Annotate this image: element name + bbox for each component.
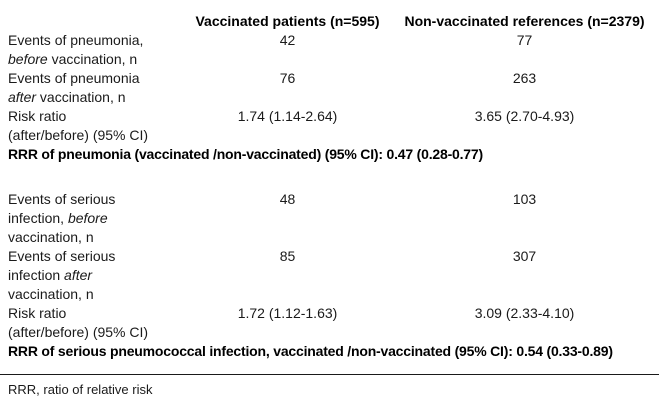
value-vaccinated: 76 bbox=[279, 70, 296, 86]
header-spacer-cell bbox=[0, 12, 185, 31]
table-row-pneumonia-after: Events of pneumonia after vaccination, n… bbox=[0, 69, 659, 107]
value-non-vaccinated: 77 bbox=[516, 32, 533, 48]
row-label: Risk ratio (after/before) (95% CI) bbox=[0, 304, 185, 342]
value-vaccinated: 85 bbox=[279, 248, 296, 264]
row-label-line-2: (after/before) (95% CI) bbox=[8, 324, 149, 340]
row-label-line-1: Events of serious bbox=[8, 248, 116, 264]
row-label-italic-word: before bbox=[8, 51, 48, 67]
row-label-line-2-pre: infection, bbox=[8, 210, 68, 226]
row-label-line-3: vaccination, n bbox=[8, 286, 94, 302]
row-label: Events of pneumonia, before vaccination,… bbox=[0, 31, 185, 69]
row-label-italic-word: after bbox=[64, 267, 93, 283]
value-non-vaccinated: 3.65 (2.70-4.93) bbox=[474, 108, 575, 124]
value-vaccinated: 48 bbox=[279, 191, 296, 207]
row-label-line-2-pre: infection bbox=[8, 267, 65, 283]
row-label: Events of pneumonia after vaccination, n bbox=[0, 69, 185, 107]
value-vaccinated: 1.72 (1.12-1.63) bbox=[237, 305, 338, 321]
value-vaccinated: 1.74 (1.14-2.64) bbox=[237, 108, 338, 124]
value-vaccinated: 42 bbox=[279, 32, 296, 48]
table-row-serious-before: Events of serious infection, before vacc… bbox=[0, 190, 659, 247]
value-non-vaccinated: 103 bbox=[512, 191, 537, 207]
row-label-line-3: vaccination, n bbox=[8, 229, 94, 245]
row-label: Events of serious infection after vaccin… bbox=[0, 247, 185, 304]
column-header-non-vaccinated: Non-vaccinated references (n=2379) bbox=[404, 13, 645, 29]
row-label-italic-word: after bbox=[8, 89, 37, 105]
rrr-pneumonia-row: RRR of pneumonia (vaccinated /non-vaccin… bbox=[8, 146, 483, 162]
row-label-line-1: Events of serious bbox=[8, 191, 116, 207]
table-header-row: Vaccinated patients (n=595) Non-vaccinat… bbox=[0, 12, 659, 31]
row-label-line-1: Events of pneumonia bbox=[8, 70, 140, 86]
row-label-line-1: Risk ratio bbox=[8, 108, 67, 124]
table-row-serious-after: Events of serious infection after vaccin… bbox=[0, 247, 659, 304]
section-gap bbox=[0, 164, 659, 190]
row-label: Risk ratio (after/before) (95% CI) bbox=[0, 107, 185, 145]
row-label-line-2: (after/before) (95% CI) bbox=[8, 127, 149, 143]
footnote-divider bbox=[0, 374, 659, 375]
row-label: Events of serious infection, before vacc… bbox=[0, 190, 185, 247]
row-label-line-1: Events of pneumonia, bbox=[8, 32, 144, 48]
table-footnote: RRR, ratio of relative risk bbox=[8, 382, 153, 397]
row-label-line-1: Risk ratio bbox=[8, 305, 67, 321]
value-non-vaccinated: 3.09 (2.33-4.10) bbox=[474, 305, 575, 321]
table-row-pneumonia-before: Events of pneumonia, before vaccination,… bbox=[0, 31, 659, 69]
row-label-line-2-rest: vaccination, n bbox=[47, 51, 138, 67]
value-non-vaccinated: 307 bbox=[512, 248, 537, 264]
rrr-serious-infection-row: RRR of serious pneumococcal infection, v… bbox=[8, 343, 613, 359]
value-non-vaccinated: 263 bbox=[512, 70, 537, 86]
row-label-line-2-rest: vaccination, n bbox=[36, 89, 126, 105]
table-row-serious-risk-ratio: Risk ratio (after/before) (95% CI) 1.72 … bbox=[0, 304, 659, 342]
column-header-vaccinated: Vaccinated patients (n=595) bbox=[195, 13, 380, 29]
row-label-italic-word: before bbox=[67, 210, 108, 226]
table-row-pneumonia-risk-ratio: Risk ratio (after/before) (95% CI) 1.74 … bbox=[0, 107, 659, 145]
